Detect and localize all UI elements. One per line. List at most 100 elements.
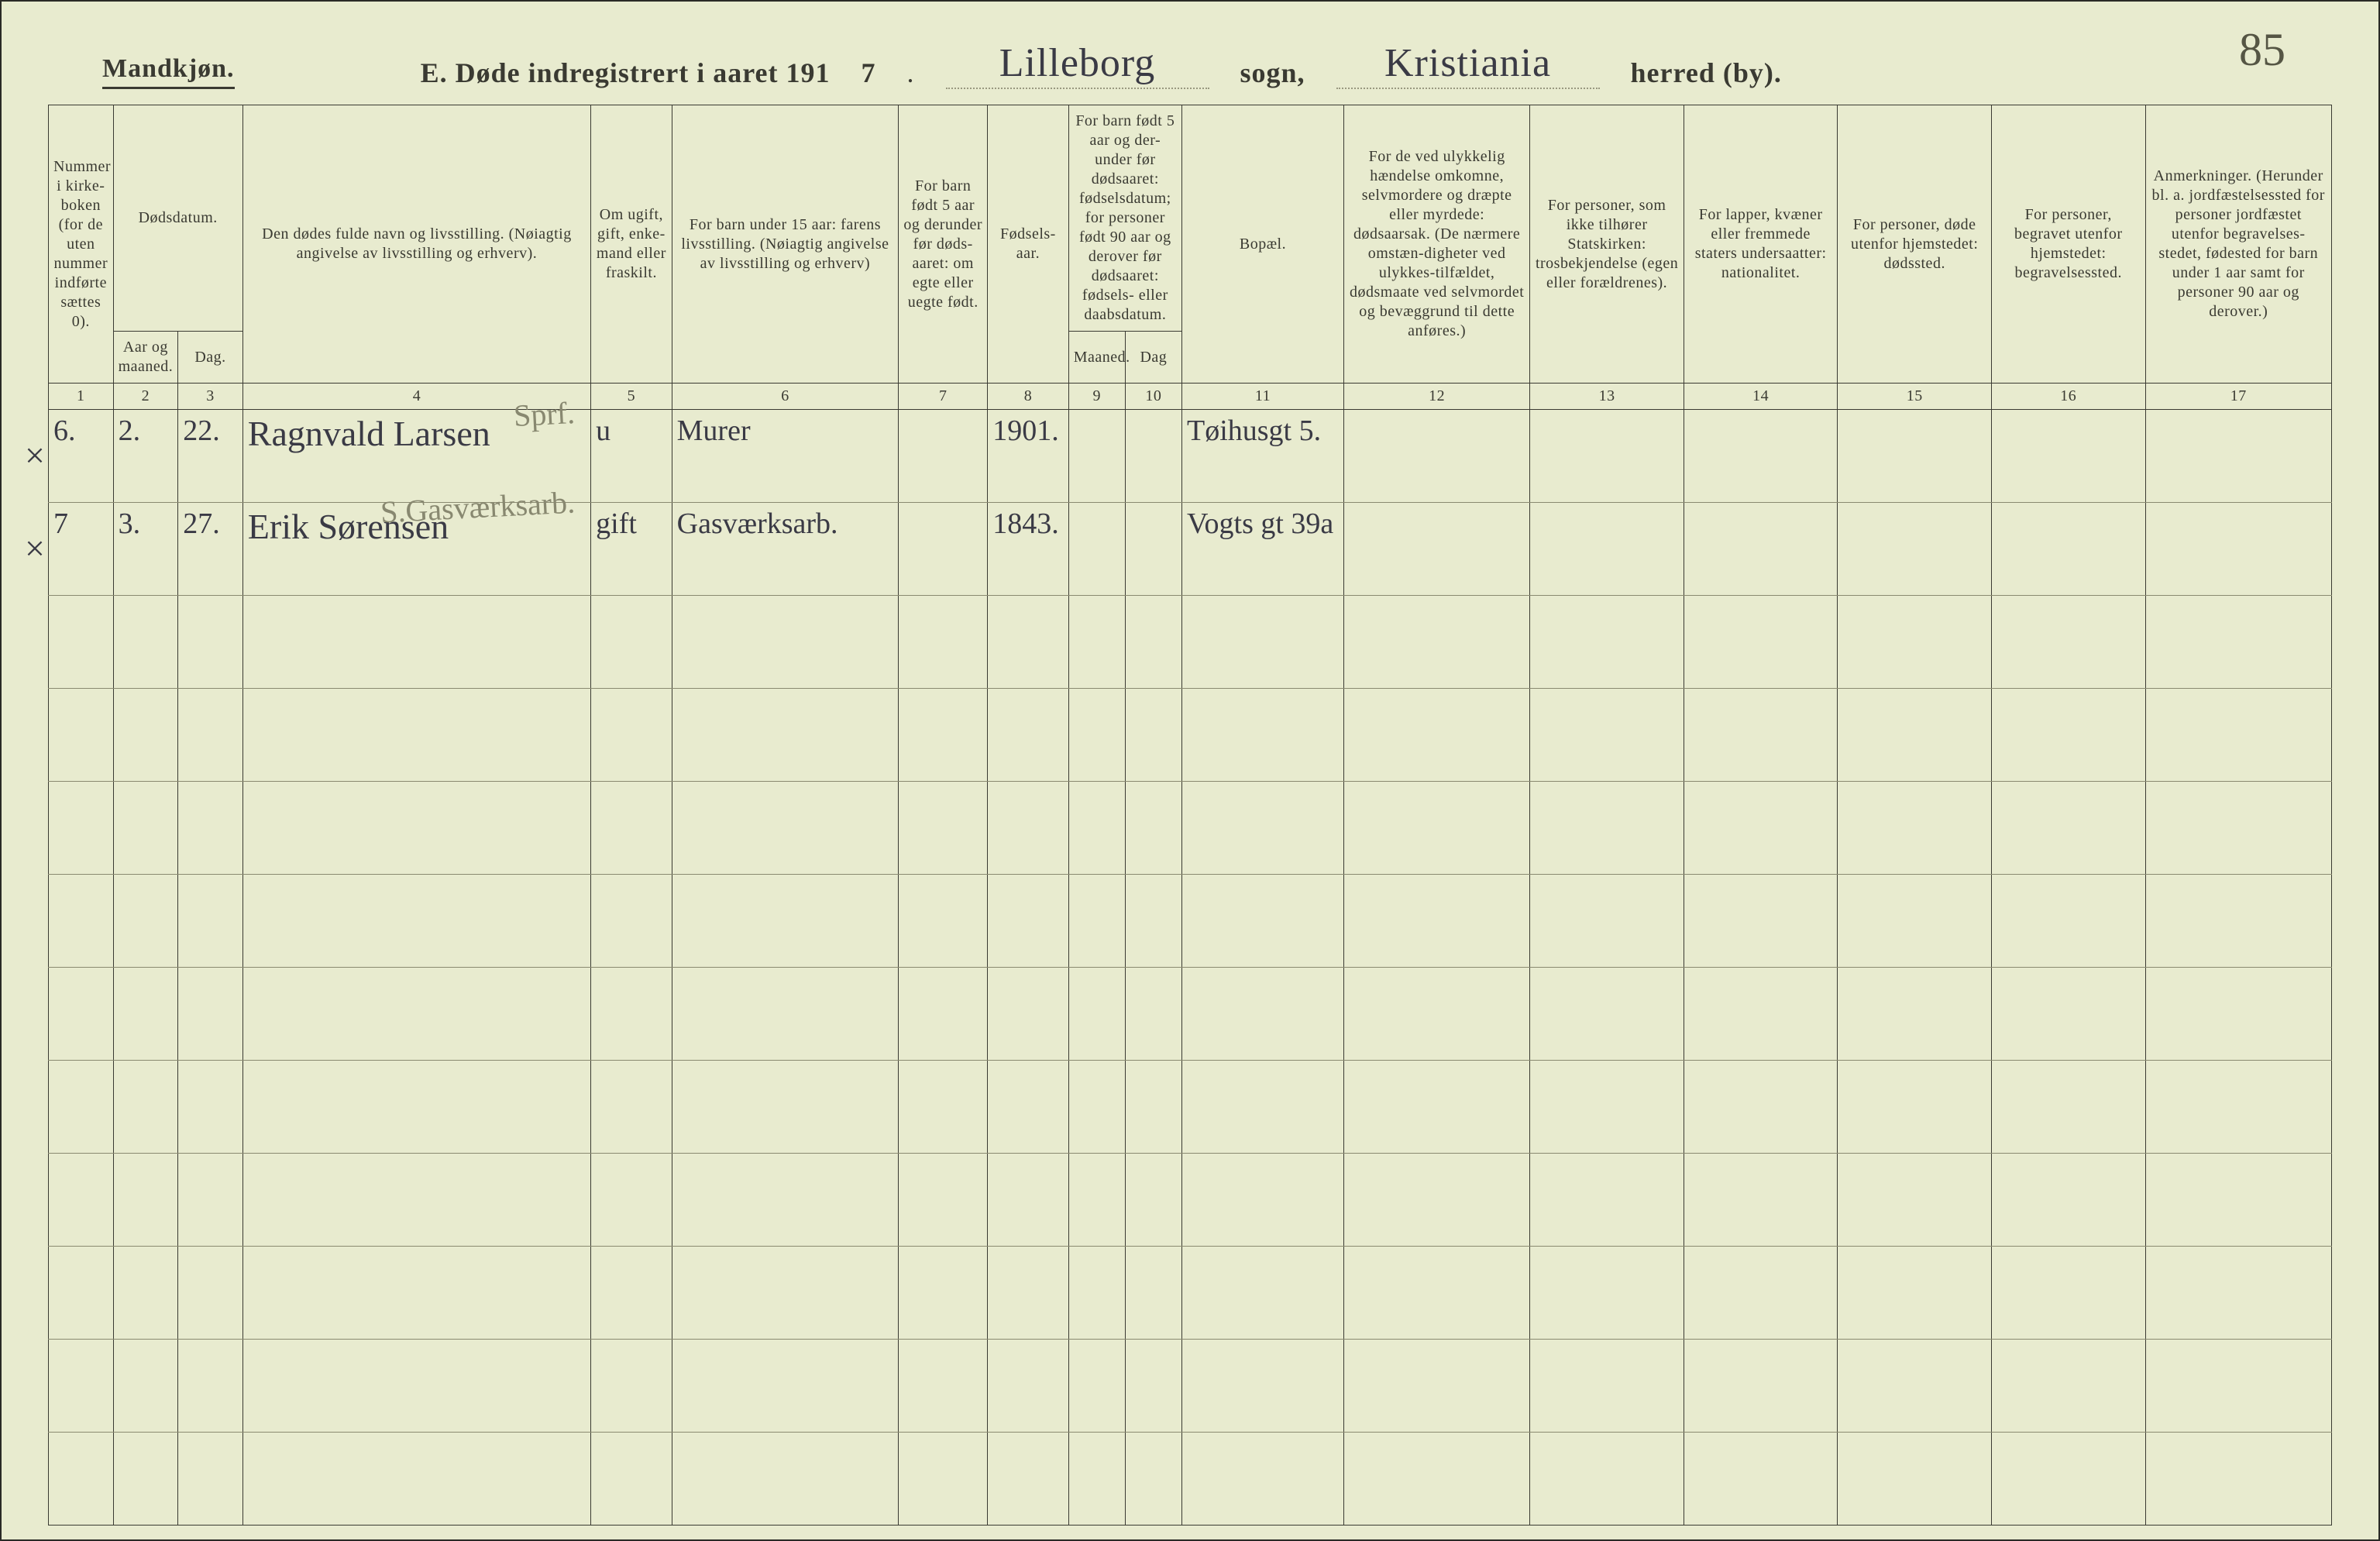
table-cell [899,1433,988,1526]
table-body: 6.2.22.Ragnvald LarsenSprf.uMurer1901.Tø… [49,410,2332,1526]
table-cell [1343,1061,1529,1154]
table-cell [672,1154,899,1247]
table-cell [2145,1247,2331,1340]
table-cell [1684,689,1838,782]
col-number: 10 [1125,384,1181,410]
table-cell [1530,596,1684,689]
table-cell [242,875,590,968]
table-cell [2145,782,2331,875]
table-cell [899,596,988,689]
col-header-10: Dag [1125,332,1181,384]
table-cell [1684,596,1838,689]
table-cell [591,1340,672,1433]
col-number: 6 [672,384,899,410]
table-cell [1068,1433,1125,1526]
table-cell [1991,1433,2145,1526]
col-number: 7 [899,384,988,410]
table-cell [113,1247,178,1340]
margin-mark: × [25,435,45,476]
table-cell [1530,1154,1684,1247]
parish-blank: Lilleborg [946,40,1209,89]
entry-month: 3. [119,507,141,540]
table-cell [1838,1340,1992,1433]
table-cell [1068,1061,1125,1154]
table-cell [242,596,590,689]
table-cell [988,1061,1069,1154]
col-header-14: For lapper, kvæner eller fremmede stater… [1684,105,1838,384]
table-cell [899,689,988,782]
table-cell: Vogts gt 39a [1181,503,1343,596]
table-cell: u [591,410,672,503]
table-cell [49,1247,114,1340]
table-row [49,1340,2332,1433]
table-cell [178,596,243,689]
entry-born: 1843. [992,507,1059,540]
table-cell [591,1433,672,1526]
table-cell: 27. [178,503,243,596]
table-cell [1838,503,1992,596]
table-cell [1343,1340,1529,1433]
col-number: 17 [2145,384,2331,410]
table-cell: Murer [672,410,899,503]
table-cell [899,1154,988,1247]
table-cell [178,1247,243,1340]
table-cell [988,875,1069,968]
table-cell [1068,782,1125,875]
table-cell [1530,875,1684,968]
table-cell [1838,1154,1992,1247]
table-cell [1530,503,1684,596]
col-header-1: Nummer i kirke-boken (for de uten nummer… [49,105,114,384]
table-cell [899,503,988,596]
table-cell [591,596,672,689]
table-cell [672,968,899,1061]
table-cell [591,1154,672,1247]
table-cell [1684,410,1838,503]
col-header-15: For personer, døde utenfor hjemstedet: d… [1838,105,1992,384]
entry-residence: Vogts gt 39a [1187,507,1333,540]
table-cell [1530,1247,1684,1340]
col-number: 3 [178,384,243,410]
table-cell [1991,968,2145,1061]
table-cell [49,689,114,782]
table-row: 6.2.22.Ragnvald LarsenSprf.uMurer1901.Tø… [49,410,2332,503]
table-cell [2145,875,2331,968]
col-header-16: For personer, begravet utenfor hjemstede… [1991,105,2145,384]
table-cell [1530,1340,1684,1433]
table-cell [899,875,988,968]
table-cell [988,782,1069,875]
table-cell [1068,410,1125,503]
table-cell [1181,782,1343,875]
table-cell [1684,503,1838,596]
table-cell [2145,1433,2331,1526]
year-digit: 7 [862,57,876,89]
table-cell [49,596,114,689]
table-cell [2145,596,2331,689]
table-cell [113,1154,178,1247]
entry-father: Murer [677,414,751,447]
margin-mark: × [25,528,45,569]
table-row [49,1154,2332,1247]
table-cell [113,968,178,1061]
table-cell [1991,503,2145,596]
table-cell [899,782,988,875]
table-cell [178,689,243,782]
table-cell: 1843. [988,503,1069,596]
table-cell [178,782,243,875]
table-cell [1125,689,1181,782]
table-cell [178,1061,243,1154]
district-label: herred (by). [1631,57,1782,89]
col-header-13: For personer, som ikke tilhører Statskir… [1530,105,1684,384]
table-cell [1125,410,1181,503]
table-cell [1125,1340,1181,1433]
table-cell [113,596,178,689]
table-cell [1125,782,1181,875]
table-cell [1684,782,1838,875]
col-header-6: For barn under 15 aar: farens livsstilli… [672,105,899,384]
table-cell: gift [591,503,672,596]
table-cell [1181,1247,1343,1340]
table-cell [1125,968,1181,1061]
table-cell [242,1247,590,1340]
table-cell [178,1154,243,1247]
table-cell [1991,596,2145,689]
table-cell [178,875,243,968]
